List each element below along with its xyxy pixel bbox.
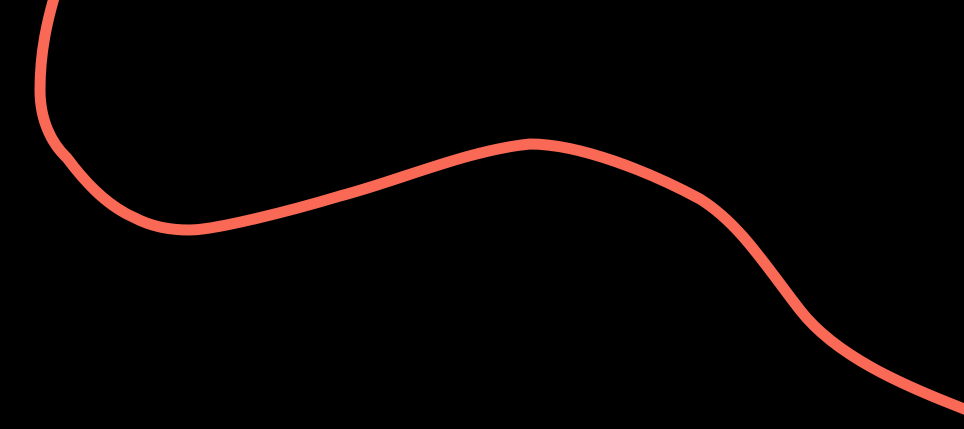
wavy-line	[34, 0, 964, 415]
